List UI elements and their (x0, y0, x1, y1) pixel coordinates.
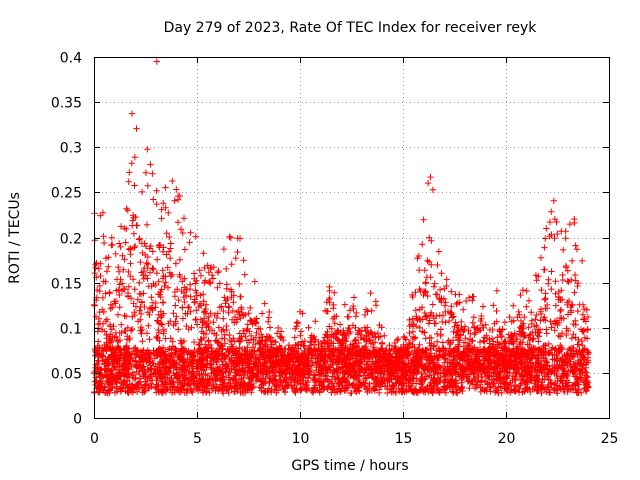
y-tick-label: 0.15 (51, 277, 82, 293)
y-tick-label: 0.4 (60, 51, 82, 67)
chart-title: Day 279 of 2023, Rate Of TEC Index for r… (164, 20, 538, 36)
y-tick-label: 0.1 (60, 322, 82, 338)
series-roti-points (90, 58, 592, 397)
x-tick-label: 5 (193, 431, 202, 447)
data-points (90, 58, 592, 397)
y-tick-label: 0 (73, 412, 82, 428)
x-tick-label: 20 (498, 431, 516, 447)
y-tick-label: 0.25 (51, 186, 82, 202)
axis-ticks (94, 57, 610, 419)
y-axis-label: ROTI / TECUs (7, 192, 23, 284)
y-tick-label: 0.05 (51, 367, 82, 383)
x-axis-label: GPS time / hours (291, 458, 408, 474)
x-tick-labels: 0 5 10 15 20 25 (90, 431, 618, 447)
x-tick-label: 25 (601, 431, 619, 447)
x-tick-label: 15 (395, 431, 413, 447)
x-tick-label: 0 (90, 431, 99, 447)
y-tick-label: 0.3 (60, 141, 82, 157)
y-tick-label: 0.35 (51, 96, 82, 112)
y-tick-label: 0.2 (60, 232, 82, 248)
x-tick-label: 10 (292, 431, 310, 447)
y-tick-labels: 0 0.05 0.1 0.15 0.2 0.25 0.3 0.35 0.4 (51, 51, 82, 428)
